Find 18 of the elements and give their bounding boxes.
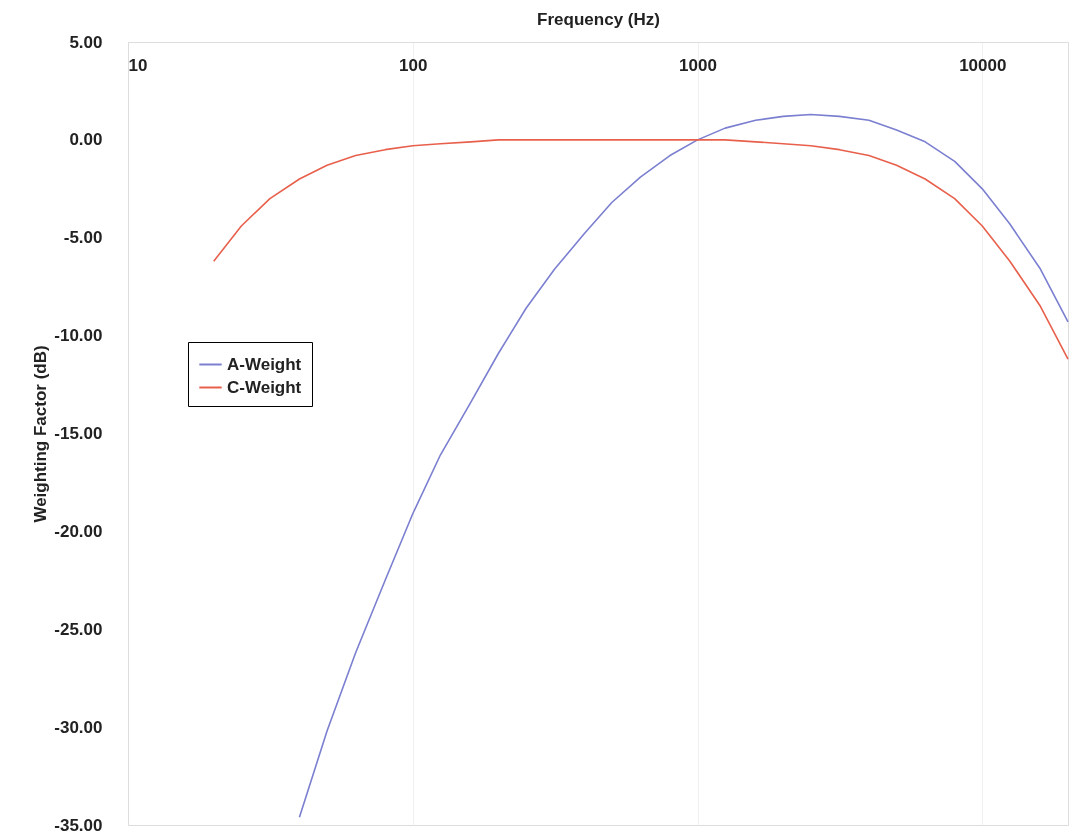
y-tick-label: 0.00 [69, 130, 103, 150]
y-tick-label: 5.00 [69, 32, 103, 52]
x-tick-label: 10 [128, 55, 148, 75]
x-tick-label: 1000 [679, 55, 717, 75]
y-tick-label: -10.00 [54, 326, 103, 346]
y-tick-label: -20.00 [54, 521, 103, 541]
y-tick-label: -25.00 [54, 619, 103, 639]
legend-label: C-Weight [227, 377, 302, 397]
x-tick-label: 100 [399, 55, 428, 75]
legend-label: A-Weight [227, 354, 302, 374]
y-tick-label: -30.00 [54, 717, 103, 737]
y-tick-label: -35.00 [54, 815, 103, 835]
x-axis-title: Frequency (Hz) [537, 9, 660, 29]
y-axis-title: Weighting Factor (dB) [31, 345, 51, 523]
x-tick-label: 10000 [959, 55, 1007, 75]
y-tick-label: -15.00 [54, 424, 103, 443]
line-series [212, 139, 1069, 360]
y-tick-label: -5.00 [63, 228, 103, 248]
